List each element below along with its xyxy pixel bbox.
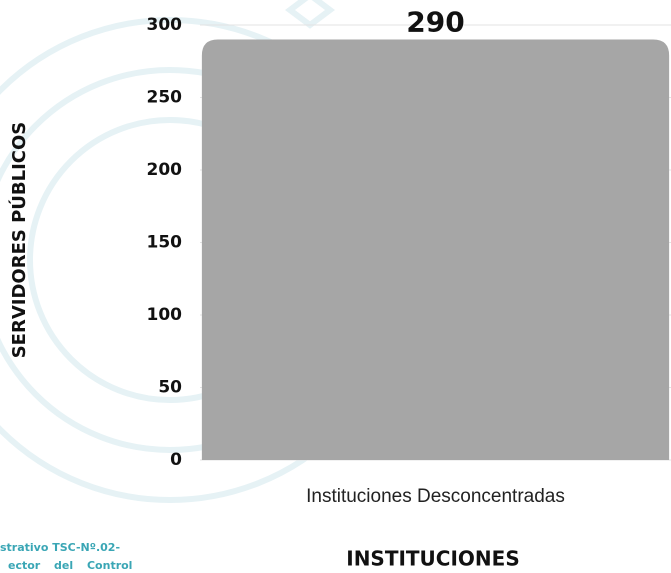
x-tick-label: Instituciones Desconcentradas [306,486,565,507]
chart: SERVIDORES PÚBLICOS INSTITUCIONES strati… [0,0,671,573]
y-tick-label: 50 [158,378,182,398]
y-tick-label: 200 [147,160,183,180]
annotation: strativo TSC-Nº.02- [0,541,120,554]
annotation: ector del Control [8,559,132,572]
bar [202,40,669,461]
x-axis-title: INSTITUCIONES [346,547,519,571]
value-label: 290 [406,6,464,39]
y-tick-label: 0 [170,450,182,470]
y-tick-label: 150 [147,233,183,253]
y-tick-label: 250 [147,88,183,108]
y-axis-title: SERVIDORES PÚBLICOS [8,122,30,359]
y-tick-label: 300 [147,15,183,35]
y-tick-label: 100 [147,305,183,325]
